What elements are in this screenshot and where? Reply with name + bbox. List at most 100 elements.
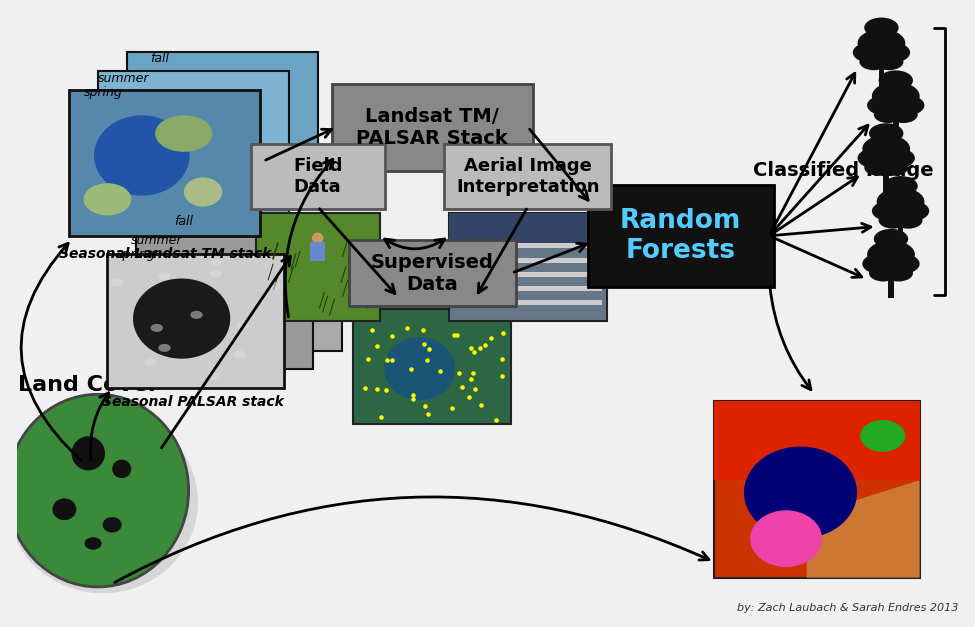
Ellipse shape — [877, 187, 924, 216]
Bar — [453, 300, 602, 305]
Bar — [69, 90, 260, 236]
Point — [472, 344, 488, 354]
Text: Seasonal PALSAR stack: Seasonal PALSAR stack — [102, 395, 285, 409]
Bar — [127, 53, 318, 199]
Ellipse shape — [312, 233, 324, 244]
Bar — [715, 401, 919, 480]
Point — [403, 364, 418, 374]
FancyBboxPatch shape — [251, 144, 384, 209]
Bar — [165, 217, 341, 350]
Ellipse shape — [102, 517, 122, 532]
Ellipse shape — [144, 358, 157, 366]
Ellipse shape — [158, 344, 171, 352]
Ellipse shape — [209, 258, 221, 266]
Point — [384, 355, 400, 365]
Point — [419, 355, 435, 365]
Ellipse shape — [878, 212, 908, 229]
Point — [467, 384, 483, 394]
Ellipse shape — [111, 278, 123, 287]
Bar — [453, 229, 602, 234]
Ellipse shape — [133, 278, 230, 359]
Bar — [453, 243, 602, 248]
Point — [406, 390, 421, 400]
Bar — [453, 286, 602, 291]
Ellipse shape — [237, 321, 250, 329]
Bar — [449, 213, 606, 321]
Bar — [715, 401, 919, 577]
Text: fall: fall — [175, 215, 193, 228]
Point — [378, 385, 394, 395]
Ellipse shape — [7, 394, 188, 587]
Ellipse shape — [858, 29, 906, 57]
Bar — [453, 258, 602, 263]
Ellipse shape — [53, 498, 76, 520]
Ellipse shape — [867, 95, 902, 115]
Bar — [883, 174, 889, 192]
Bar — [453, 271, 602, 277]
Point — [433, 366, 448, 376]
Ellipse shape — [867, 241, 915, 268]
Ellipse shape — [879, 159, 908, 176]
Ellipse shape — [155, 115, 213, 152]
Ellipse shape — [384, 337, 455, 400]
Ellipse shape — [864, 159, 893, 176]
Ellipse shape — [884, 265, 913, 282]
Point — [370, 342, 385, 352]
Point — [399, 323, 414, 333]
Ellipse shape — [860, 420, 905, 452]
Point — [420, 409, 436, 419]
Ellipse shape — [876, 43, 910, 63]
Point — [379, 356, 395, 366]
FancyBboxPatch shape — [445, 144, 611, 209]
Text: fall: fall — [150, 52, 170, 65]
Point — [406, 394, 421, 404]
Ellipse shape — [883, 176, 917, 196]
Point — [384, 331, 400, 341]
Ellipse shape — [268, 282, 281, 290]
Ellipse shape — [853, 43, 887, 63]
Text: summer: summer — [98, 72, 149, 85]
Ellipse shape — [94, 115, 189, 196]
Text: summer: summer — [132, 234, 182, 246]
Ellipse shape — [872, 201, 907, 221]
Ellipse shape — [889, 106, 917, 123]
Point — [493, 371, 509, 381]
Ellipse shape — [869, 265, 898, 282]
Point — [466, 347, 482, 357]
Point — [370, 384, 385, 394]
Point — [415, 325, 431, 335]
Ellipse shape — [858, 148, 892, 168]
Ellipse shape — [84, 183, 132, 215]
Point — [365, 325, 380, 335]
Text: by: Zach Laubach & Sarah Endres 2013: by: Zach Laubach & Sarah Endres 2013 — [736, 603, 957, 613]
Point — [488, 415, 503, 425]
Ellipse shape — [864, 18, 899, 38]
FancyBboxPatch shape — [332, 83, 532, 171]
Bar — [310, 243, 326, 261]
Point — [357, 382, 372, 393]
Ellipse shape — [859, 53, 888, 70]
Ellipse shape — [7, 410, 198, 593]
Ellipse shape — [208, 372, 220, 380]
Ellipse shape — [874, 106, 903, 123]
Bar — [888, 279, 894, 298]
Ellipse shape — [878, 70, 913, 90]
Point — [449, 330, 465, 340]
Point — [451, 368, 467, 378]
Point — [465, 368, 481, 378]
Bar — [878, 68, 884, 87]
Bar — [255, 213, 379, 321]
Point — [463, 343, 479, 353]
Bar — [898, 226, 904, 245]
Ellipse shape — [71, 436, 105, 470]
Point — [461, 393, 477, 403]
Polygon shape — [806, 480, 919, 577]
Ellipse shape — [862, 254, 897, 274]
FancyBboxPatch shape — [588, 184, 774, 287]
Ellipse shape — [874, 229, 908, 249]
Bar — [893, 121, 899, 139]
Ellipse shape — [895, 201, 929, 221]
Point — [478, 340, 493, 350]
Text: Random
Forests: Random Forests — [620, 208, 741, 264]
Text: spring: spring — [117, 248, 156, 261]
